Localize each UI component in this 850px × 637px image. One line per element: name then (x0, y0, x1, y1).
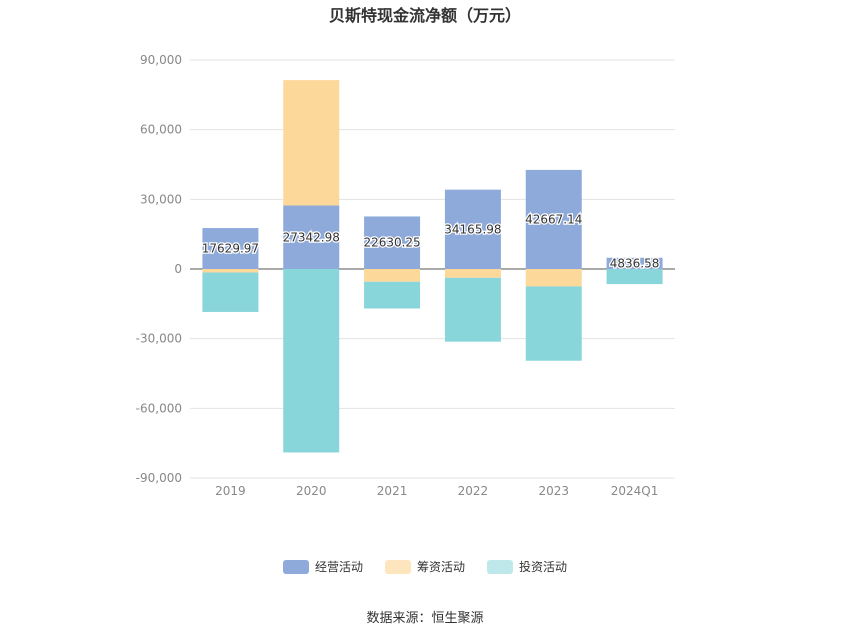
data-label: 4836.58 (610, 256, 660, 270)
y-tick-label: -30,000 (136, 332, 182, 346)
bar-operating (283, 205, 340, 269)
y-tick-label: -90,000 (136, 471, 182, 485)
x-tick-label: 2022 (458, 484, 489, 498)
legend-item-operating[interactable]: 经营活动 (282, 558, 363, 575)
bar-investing (283, 269, 340, 453)
y-tick-label: 90,000 (140, 53, 182, 67)
legend-swatch-financing (384, 559, 411, 574)
data-source-note: 数据来源：恒生聚源 (366, 611, 484, 626)
legend-label-financing: 筹资活动 (416, 560, 465, 574)
bar-financing (525, 269, 582, 287)
legend-label-investing: 投资活动 (519, 560, 568, 574)
bar-operating (202, 228, 259, 269)
data-label: 22630.25 (363, 236, 420, 250)
chart-legend: 经营活动 筹资活动 投资活动 (0, 558, 850, 575)
bar-investing (444, 277, 501, 342)
legend-item-financing[interactable]: 筹资活动 (384, 558, 465, 575)
bar-financing (444, 269, 501, 278)
bar-investing (364, 281, 421, 309)
bar-financing (202, 269, 259, 273)
legend-item-investing[interactable]: 投资活动 (487, 558, 567, 575)
y-tick-label: 60,000 (140, 123, 182, 137)
x-tick-label: 2019 (215, 484, 246, 498)
x-tick-label: 2020 (296, 484, 327, 498)
x-tick-label: 2021 (377, 484, 408, 498)
x-tick-label: 2023 (538, 484, 569, 498)
bar-investing (525, 286, 582, 361)
bar-investing (202, 272, 259, 312)
bar-financing (364, 269, 421, 282)
bar-operating (364, 216, 421, 269)
bar-operating (525, 169, 582, 269)
y-tick-label: 0 (174, 262, 182, 276)
data-label: 42667.14 (525, 212, 582, 226)
legend-label-operating: 经营活动 (314, 560, 363, 574)
bar-financing (283, 80, 340, 206)
data-label: 34165.98 (444, 222, 501, 236)
chart-title: 贝斯特现金流净额（万元） (328, 6, 521, 25)
legend-swatch-operating (282, 559, 309, 574)
data-label: 17629.97 (202, 242, 259, 256)
y-tick-label: -60,000 (136, 401, 182, 415)
data-label: 27342.98 (283, 230, 340, 244)
bar-investing (606, 269, 663, 285)
y-tick-label: 30,000 (140, 192, 182, 206)
bar-operating (606, 257, 663, 269)
bar-operating (444, 189, 501, 269)
legend-swatch-investing (487, 559, 513, 574)
x-tick-label: 2024Q1 (611, 484, 659, 498)
